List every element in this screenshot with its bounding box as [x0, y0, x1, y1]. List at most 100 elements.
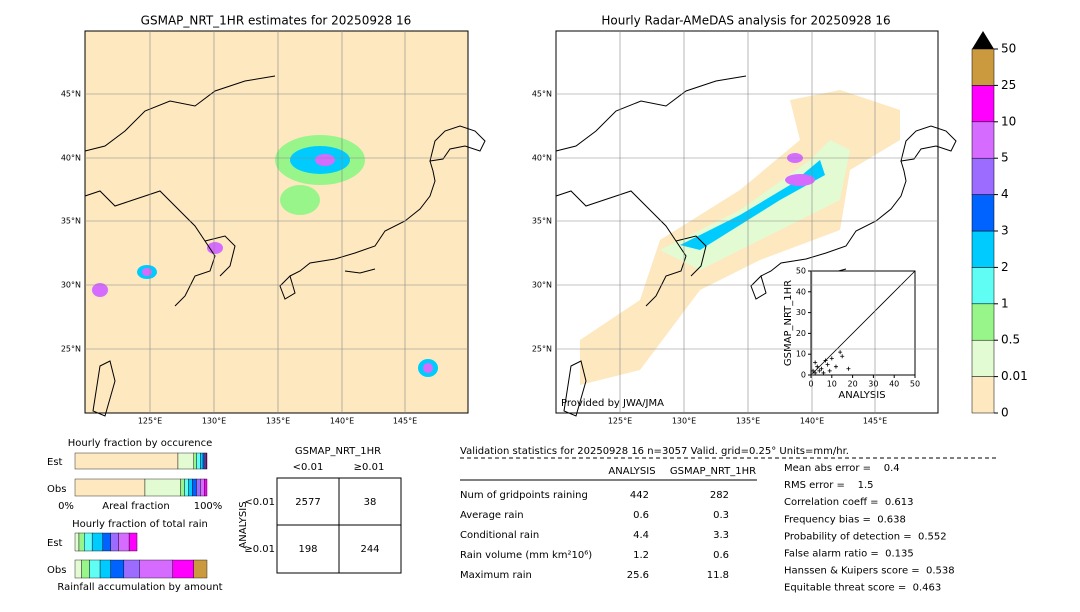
point [817, 368, 822, 373]
fraction-segment [110, 559, 125, 579]
y-tick-label: 20 [796, 329, 806, 338]
map-frame [84, 30, 469, 414]
colorbar-label: 0.01 [1001, 369, 1028, 383]
score: False alarm ratio = 0.135 [784, 549, 914, 560]
lon-label: 145°E [863, 417, 887, 426]
lon-label: 130°E [672, 417, 696, 426]
colorbar-bin [971, 194, 995, 232]
fraction-segment [184, 478, 189, 497]
point [838, 350, 843, 355]
fraction-segment [128, 532, 138, 552]
lat-label: 45°N [61, 90, 81, 99]
lat-label: 25°N [61, 345, 81, 354]
fraction-segment [196, 478, 201, 497]
fraction-segment [110, 532, 119, 552]
colorbar-label: 0 [1001, 406, 1009, 420]
fraction-segment [74, 532, 80, 552]
colorbar-label: 0.5 [1001, 333, 1020, 347]
fraction-segment [102, 532, 111, 552]
map-title: Hourly Radar-AMeDAS analysis for 2025092… [601, 14, 890, 28]
lon-label: 130°E [202, 417, 226, 426]
axis-label: 100% [194, 501, 223, 512]
fraction-segment [74, 452, 179, 470]
column-header: ≥0.01 [354, 462, 385, 473]
colorbar-bin [971, 303, 995, 341]
fraction-segment [84, 532, 93, 552]
colorbar-bin [971, 121, 995, 159]
score: Frequency bias = 0.638 [784, 514, 906, 525]
row-label: Average rain [460, 510, 524, 521]
point [819, 366, 824, 371]
point [823, 358, 828, 363]
colorbar-label: 25 [1001, 78, 1016, 92]
fraction-segment [81, 559, 90, 579]
point [813, 360, 818, 365]
row-axis: ANALYSIS [238, 501, 249, 548]
lat-label: 45°N [532, 90, 552, 99]
row-label: Obs [47, 565, 66, 576]
colorbar-bin [971, 376, 995, 414]
colorbar-bin [971, 48, 995, 86]
row-header: <0.01 [244, 497, 275, 508]
point [821, 370, 826, 375]
column-header: GSMAP_NRT_1HR [670, 466, 756, 477]
x-tick-label: 10 [827, 380, 837, 389]
fraction-segment [193, 559, 208, 579]
row-label: Obs [47, 484, 66, 495]
colorbar-label: 50 [1001, 42, 1016, 56]
x-tick-label: 30 [868, 380, 878, 389]
table-cell: 1.2 [633, 550, 649, 561]
table-cell: 244 [360, 544, 379, 555]
colorbar-label: 10 [1001, 114, 1016, 128]
score: Hanssen & Kuipers score = 0.538 [784, 566, 955, 577]
colorbar-bin [971, 267, 995, 305]
fraction-segment [99, 559, 111, 579]
colorbar-bin [971, 230, 995, 268]
table-cell: 25.6 [627, 570, 649, 581]
fraction-segment [188, 478, 193, 497]
colorbar-label: 4 [1001, 187, 1009, 201]
point [827, 368, 832, 373]
fraction-segment [139, 559, 173, 579]
row-label: Rain volume (mm km²10⁶) [460, 550, 592, 561]
score: Equitable threat score = 0.463 [784, 583, 941, 594]
lat-label: 35°N [61, 217, 81, 226]
table-cell: 442 [630, 490, 649, 501]
score: Probability of detection = 0.552 [784, 531, 947, 542]
table-title: GSMAP_NRT_1HR [295, 446, 381, 457]
axis-label: Areal fraction [102, 501, 169, 512]
point [825, 362, 830, 367]
point [829, 356, 834, 361]
panel-title: Hourly fraction of total rain [72, 519, 208, 530]
fraction-segment [91, 532, 103, 552]
fraction-segment [192, 478, 197, 497]
y-tick-label: 0 [801, 371, 806, 380]
lon-label: 145°E [393, 417, 417, 426]
table-cell: 0.3 [713, 510, 729, 521]
y-tick-label: 30 [796, 308, 806, 317]
row-label: Conditional rain [460, 530, 539, 541]
colorbar-label: 1 [1001, 296, 1009, 310]
left-map [84, 30, 486, 417]
colorbar-bin [971, 85, 995, 123]
row-header: ≥0.01 [244, 544, 275, 555]
fraction-segment [200, 478, 205, 497]
x-tick-label: 50 [910, 380, 920, 389]
row-label: Num of gridpoints raining [460, 490, 588, 501]
table-cell: 282 [710, 490, 729, 501]
x-axis-label: ANALYSIS [838, 390, 885, 401]
point [833, 364, 838, 369]
colorbar-bin [971, 339, 995, 377]
x-tick-label: 20 [848, 380, 858, 389]
point [815, 364, 820, 369]
lat-label: 30°N [61, 281, 81, 290]
stats-header: Validation statistics for 20250928 16 n=… [460, 446, 849, 457]
colorbar-label: 5 [1001, 151, 1009, 165]
lon-label: 125°E [608, 417, 632, 426]
score: Mean abs error = 0.4 [784, 463, 900, 474]
colorbar-label: 2 [1001, 260, 1009, 274]
credit: Provided by JWA/JMA [561, 398, 664, 409]
axis-label: Rainfall accumulation by amount [57, 582, 222, 593]
colorbar-label: 3 [1001, 224, 1009, 238]
table-cell: 11.8 [707, 570, 729, 581]
